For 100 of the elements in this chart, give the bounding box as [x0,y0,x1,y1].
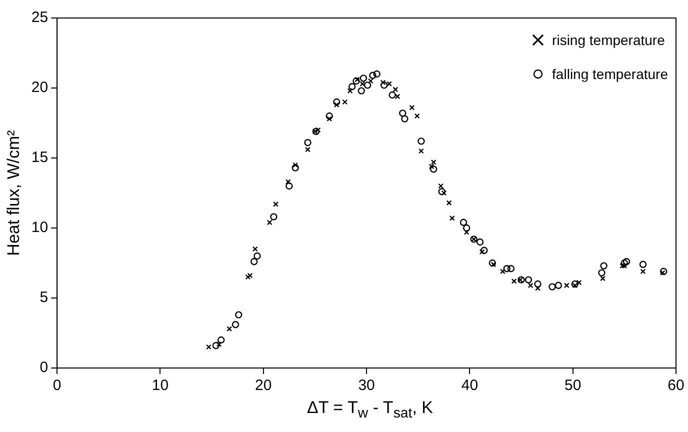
point [479,249,485,255]
point [449,215,455,221]
point [212,342,220,350]
point [373,70,380,78]
point [414,113,420,119]
point [576,280,582,286]
point [534,280,542,288]
point [348,83,356,90]
y-tick-label: 25 [31,9,48,26]
point [252,246,258,252]
point [380,82,388,89]
point [518,277,523,283]
point [217,336,225,344]
point [388,91,396,99]
point [548,283,556,290]
point [464,229,470,235]
point [620,259,628,267]
point [364,82,372,89]
point [460,218,468,226]
point [401,115,408,122]
point [463,224,470,232]
point [438,183,444,189]
y-axis-title: Heat flux, W/cm² [4,130,23,256]
x-tick-label: 20 [255,377,272,394]
x-tick-label: 60 [668,377,684,394]
x-tick-label: 50 [564,377,582,394]
point [292,162,298,168]
legend-label: falling temperature [552,66,668,82]
point [600,276,606,282]
point [660,268,668,275]
legend-label: rising temperature [552,32,665,48]
point [333,98,340,106]
point [254,252,261,260]
point [418,148,424,154]
point [518,276,525,284]
point [418,138,425,145]
x-axis-title: ΔT = T$_{w}$ - T$_{sat}$, K [306,398,434,422]
point [226,326,232,332]
point [380,80,386,86]
point [266,220,272,226]
point [564,282,570,288]
point [292,164,299,172]
point [622,258,630,266]
point [528,282,534,288]
point [600,262,608,270]
point [326,116,332,122]
point [571,280,579,288]
point [285,179,291,185]
point [270,213,278,220]
point [511,278,517,284]
y-tick-label: 15 [31,149,48,166]
point [535,285,540,291]
x-tick-label: 10 [152,377,169,394]
point [438,188,446,196]
point [490,262,496,268]
point [216,341,222,347]
y-tick-label: 10 [31,219,48,236]
point [286,182,293,190]
point [360,74,368,82]
point [399,110,406,117]
point [598,269,606,276]
point [250,258,258,266]
point [572,282,578,288]
point [386,81,392,87]
x-tick-label: 40 [461,377,478,394]
y-tick-label: 5 [40,289,48,306]
point [369,72,376,79]
x-tick-label: 0 [52,377,62,394]
point [352,77,360,85]
point [639,260,647,268]
point [503,265,510,272]
point [273,201,278,207]
y-tick-label: 20 [31,79,48,96]
point [476,238,484,246]
point [507,265,515,272]
point [622,263,628,269]
point [488,259,496,267]
point [554,282,562,289]
point [620,263,626,269]
point [312,128,318,134]
point [347,88,353,94]
point [640,268,646,274]
point [326,112,334,120]
point [441,190,447,196]
point [334,102,340,108]
point [394,94,400,100]
point [305,146,310,152]
point [392,86,398,92]
point [304,139,312,146]
point [247,272,253,278]
point [342,99,348,105]
point [360,81,366,87]
point [235,311,242,318]
point [500,268,506,274]
point [409,104,415,110]
point [524,276,532,284]
point [368,78,374,84]
point [232,321,240,328]
point [354,76,360,82]
y-tick-label: 0 [40,359,48,376]
